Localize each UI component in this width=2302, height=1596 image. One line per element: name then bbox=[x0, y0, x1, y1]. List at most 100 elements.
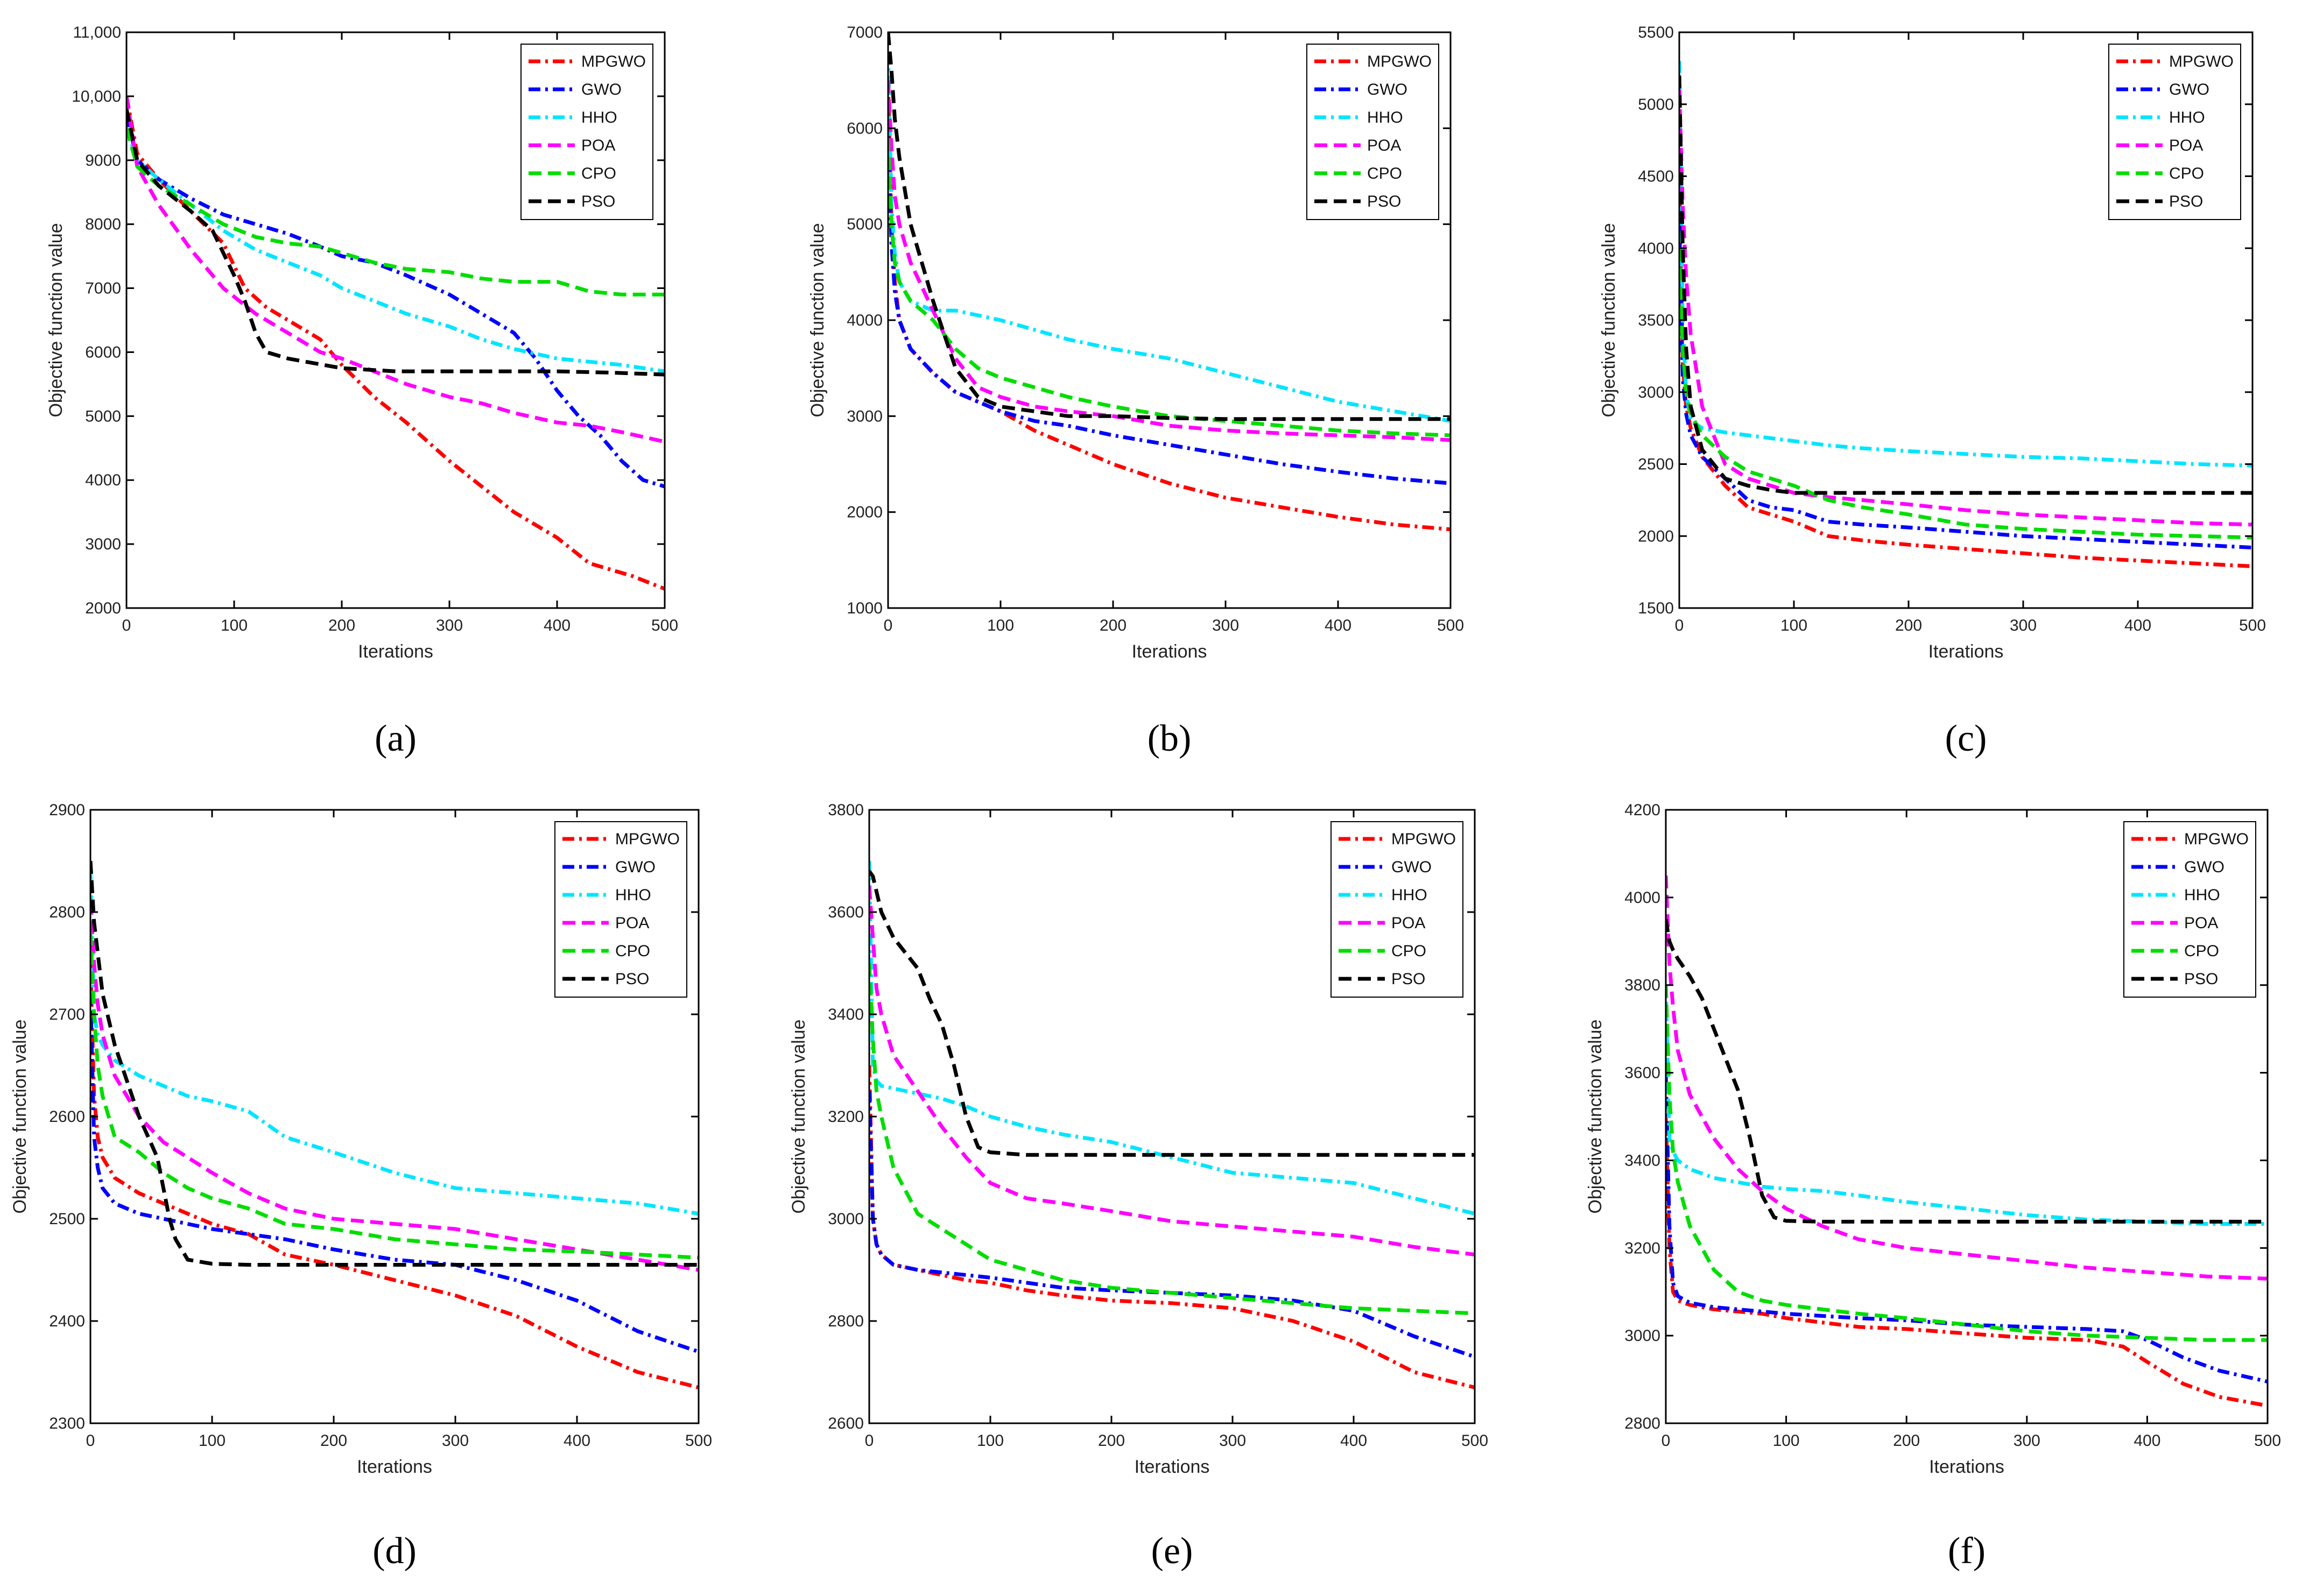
chart-d-series-gwo bbox=[90, 993, 699, 1354]
chart-a-series-poa bbox=[126, 96, 665, 444]
chart-b: 0 100 200 300 400 500 1000 2000 3000 4000 5000 6000… bbox=[807, 24, 1464, 759]
chart-f-legend: MPGWO GWO HHO POA CPO PSO bbox=[2123, 821, 2256, 998]
chart-d-ylabel: Objective function value bbox=[10, 1020, 30, 1214]
chart-e-series-pso bbox=[869, 870, 1475, 1157]
chart-a-xtick-label: 400 bbox=[544, 617, 571, 634]
chart-f-xtick-label: 300 bbox=[2014, 1432, 2040, 1450]
chart-b-legend-label-mpgwo: MPGWO bbox=[1367, 53, 1432, 70]
chart-c-legend-box bbox=[2108, 44, 2241, 220]
chart-b-panel-label: (b) bbox=[1148, 718, 1192, 759]
chart-a-series-cpo bbox=[126, 128, 665, 296]
chart-a-series-mpgwo bbox=[126, 96, 665, 591]
chart-c-ytick-label: 5500 bbox=[1638, 24, 1674, 41]
chart-b-legend-label-cpo: CPO bbox=[1367, 165, 1402, 182]
chart-a-ytick-label: 8000 bbox=[85, 216, 121, 234]
chart-f-series-hho bbox=[1666, 985, 2268, 1226]
chart-d-legend-label-mpgwo: MPGWO bbox=[615, 830, 680, 848]
chart-f-xtick-label: 400 bbox=[2134, 1432, 2160, 1450]
chart-e-series-cpo bbox=[869, 963, 1475, 1316]
chart-d-series-pso bbox=[90, 860, 699, 1267]
chart-a-xtick-label: 200 bbox=[328, 617, 355, 634]
chart-a-ytick-label: 11,000 bbox=[73, 24, 121, 41]
chart-f-ytick-label: 3800 bbox=[1624, 977, 1660, 994]
chart-b-ytick-label: 7000 bbox=[847, 24, 883, 41]
chart-d-series-cpo bbox=[90, 932, 699, 1260]
chart-e-xtick-label: 400 bbox=[1340, 1432, 1367, 1450]
chart-c-legend-label-poa: POA bbox=[2169, 137, 2203, 154]
chart-d-ytick-label: 2700 bbox=[49, 1006, 85, 1023]
chart-a-panel-label: (a) bbox=[375, 718, 417, 759]
chart-c-ytick-label: 2000 bbox=[1638, 527, 1674, 545]
chart-b-xtick-label: 100 bbox=[987, 617, 1014, 634]
chart-a-axes-frame bbox=[125, 31, 666, 609]
chart-d-series-mpgwo bbox=[90, 963, 699, 1389]
chart-f-ytick-label: 3600 bbox=[1624, 1064, 1660, 1082]
chart-a-ytick-label: 5000 bbox=[85, 407, 121, 425]
chart-c-xtick-label: 400 bbox=[2124, 617, 2151, 634]
chart-a-ytick-label: 7000 bbox=[85, 280, 121, 298]
chart-a-ylabel: Objective function value bbox=[46, 223, 66, 418]
chart-e-ytick-label: 3000 bbox=[828, 1210, 864, 1228]
chart-f-legend-label-hho: HHO bbox=[2184, 886, 2220, 904]
chart-e-ylabel: Objective function value bbox=[789, 1020, 809, 1214]
chart-b-legend-label-poa: POA bbox=[1367, 137, 1401, 154]
chart-b-xtick-label: 0 bbox=[884, 617, 893, 634]
chart-f-series-cpo bbox=[1666, 985, 2268, 1342]
chart-f-series-gwo bbox=[1666, 1072, 2268, 1384]
chart-a-ytick-label: 2000 bbox=[85, 599, 121, 617]
chart-e-legend-label-gwo: GWO bbox=[1391, 858, 1432, 876]
chart-a-legend-label-hho: HHO bbox=[581, 109, 617, 126]
chart-c-ytick-label: 2500 bbox=[1638, 456, 1674, 474]
chart-b-ytick-label: 6000 bbox=[847, 119, 883, 137]
chart-b-ytick-label: 2000 bbox=[847, 504, 883, 521]
chart-e-legend: MPGWO GWO HHO POA CPO PSO bbox=[1330, 821, 1463, 998]
chart-f-legend-label-mpgwo: MPGWO bbox=[2184, 830, 2249, 848]
chart-b-legend-label-gwo: GWO bbox=[1367, 81, 1407, 98]
chart-d-legend-label-poa: POA bbox=[615, 914, 649, 932]
chart-e-ytick-label: 3200 bbox=[828, 1108, 864, 1126]
chart-f-xtick-label: 200 bbox=[1893, 1432, 1920, 1450]
chart-c-ytick-label: 5000 bbox=[1638, 96, 1674, 114]
chart-d-xtick-label: 300 bbox=[442, 1432, 469, 1450]
chart-d: 0 100 200 300 400 500 2300 2400 2500 2600 2700 2800… bbox=[10, 801, 712, 1572]
chart-d-xtick-label: 500 bbox=[685, 1432, 712, 1450]
chart-b-xtick-label: 500 bbox=[1437, 617, 1464, 634]
chart-c-series-gwo bbox=[1679, 219, 2252, 550]
chart-e-panel-label: (e) bbox=[1151, 1530, 1193, 1572]
chart-a-legend-label-pso: PSO bbox=[581, 193, 615, 210]
chart-f-legend-label-gwo: GWO bbox=[2184, 858, 2224, 876]
chart-a: 0 100 200 300 400 500 2000 3000 4000 5000 6000 7000… bbox=[46, 24, 678, 759]
chart-b-series-cpo bbox=[888, 138, 1451, 437]
chart-c-ytick-label: 4000 bbox=[1638, 239, 1674, 257]
chart-b-legend-box bbox=[1306, 44, 1439, 220]
chart-c-xtick-label: 200 bbox=[1895, 617, 1922, 634]
chart-f-xtick-label: 500 bbox=[2254, 1432, 2281, 1450]
chart-e-xtick-label: 0 bbox=[865, 1432, 874, 1450]
chart-a-ytick-label: 10,000 bbox=[72, 88, 121, 105]
chart-f-ylabel: Objective function value bbox=[1585, 1020, 1606, 1214]
chart-c-ytick-label: 1500 bbox=[1638, 599, 1674, 617]
chart-c-xtick-label: 300 bbox=[2010, 617, 2037, 634]
chart-d-panel-label: (d) bbox=[372, 1530, 417, 1572]
chart-c-legend: MPGWO GWO HHO POA CPO PSO bbox=[2108, 44, 2241, 220]
chart-d-xtick-label: 400 bbox=[564, 1432, 590, 1450]
chart-f-series-mpgwo bbox=[1666, 1116, 2268, 1408]
chart-d-xlabel: Iterations bbox=[357, 1457, 432, 1477]
chart-e-xtick-label: 300 bbox=[1219, 1432, 1246, 1450]
chart-c: 0 100 200 300 400 500 1500 2000 2500 3000 3500 4000… bbox=[1599, 24, 2266, 759]
chart-e-legend-label-pso: PSO bbox=[1391, 970, 1425, 988]
chart-e-legend-label-mpgwo: MPGWO bbox=[1391, 830, 1456, 848]
chart-a-xtick-label: 0 bbox=[122, 617, 131, 634]
chart-a-series-group bbox=[126, 96, 665, 591]
chart-a-ytick-label: 3000 bbox=[85, 535, 121, 553]
chart-c-series-pso bbox=[1679, 75, 2252, 495]
chart-b-ytick-label: 5000 bbox=[847, 216, 883, 234]
chart-d-legend-box bbox=[554, 821, 687, 998]
chart-f-ytick-label: 3000 bbox=[1624, 1327, 1660, 1345]
chart-d-ytick-label: 2600 bbox=[49, 1108, 85, 1126]
chart-d-ytick-label: 2300 bbox=[49, 1415, 85, 1432]
chart-c-ytick-label: 4500 bbox=[1638, 168, 1674, 186]
chart-f-legend-label-pso: PSO bbox=[2184, 970, 2218, 988]
chart-a-legend-label-mpgwo: MPGWO bbox=[581, 53, 646, 70]
